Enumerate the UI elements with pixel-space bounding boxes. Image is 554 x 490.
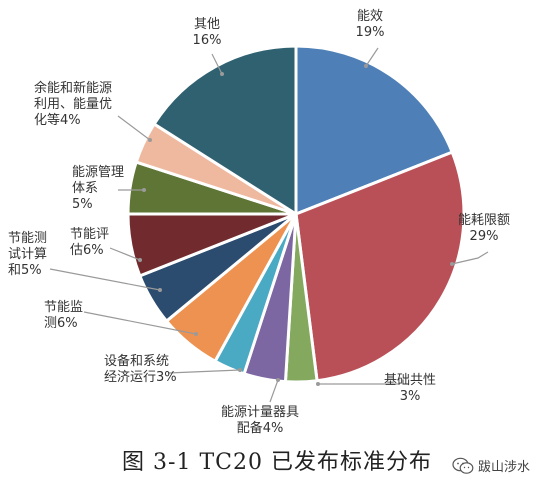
- pie-slice-10: [152, 44, 298, 216]
- leader-dot-2: [316, 382, 320, 386]
- slice-label-3: 能源计量器具配备4%: [221, 405, 299, 436]
- leader-line-3: [269, 379, 279, 403]
- slice-label-8: 能源管理体系 5%: [72, 165, 124, 212]
- leader-dot-5: [194, 332, 198, 336]
- leader-dot-6: [158, 288, 162, 292]
- slice-label-0: 能效 19%: [356, 9, 385, 40]
- leader-dot-3: [276, 378, 280, 382]
- pie-slice-1: [294, 150, 466, 383]
- leader-line-10: [211, 53, 223, 75]
- pie-slice-0: [294, 44, 454, 216]
- pie-chart: 能效 19% 能耗限额 29% 基础共性 3% 能源计量器具配备4% 设备和系统经济运行3% 节…: [8, 9, 510, 436]
- watermark-text: 跋山涉水: [478, 460, 531, 475]
- leader-line-1: [451, 251, 489, 265]
- figure-caption: 图 3-1 TC20 已发布标准分布: [122, 450, 432, 475]
- slice-label-1: 能耗限额 29%: [458, 213, 510, 244]
- slice-label-6: 节能测试计算和5%: [8, 231, 47, 278]
- leader-line-4: [167, 369, 241, 374]
- slice-label-5: 节能监测6%: [44, 300, 83, 331]
- leader-line-6: [49, 268, 161, 291]
- leader-line-7: [109, 247, 141, 261]
- leader-dot-7: [138, 258, 142, 262]
- leader-dot-0: [364, 64, 368, 68]
- leader-dot-10: [220, 72, 224, 76]
- leader-line-9: [117, 115, 151, 141]
- watermark: 跋山涉水: [452, 456, 530, 475]
- leader-line-0: [365, 47, 379, 67]
- leader-line-5: [83, 311, 197, 335]
- slice-label-7: 节能评估6%: [70, 227, 109, 258]
- slice-label-2: 基础共性 3%: [384, 373, 436, 404]
- slice-label-10: 其他 16%: [193, 17, 222, 48]
- slice-label-4: 设备和系统经济运行3%: [104, 353, 177, 385]
- leader-dot-4: [238, 368, 242, 372]
- leader-dot-1: [450, 262, 454, 266]
- leader-dot-9: [148, 138, 152, 142]
- leader-dot-8: [142, 188, 146, 192]
- wechat-icon: [452, 457, 474, 474]
- slice-label-9: 余能和新能源利用、能量优化等4%: [34, 80, 112, 128]
